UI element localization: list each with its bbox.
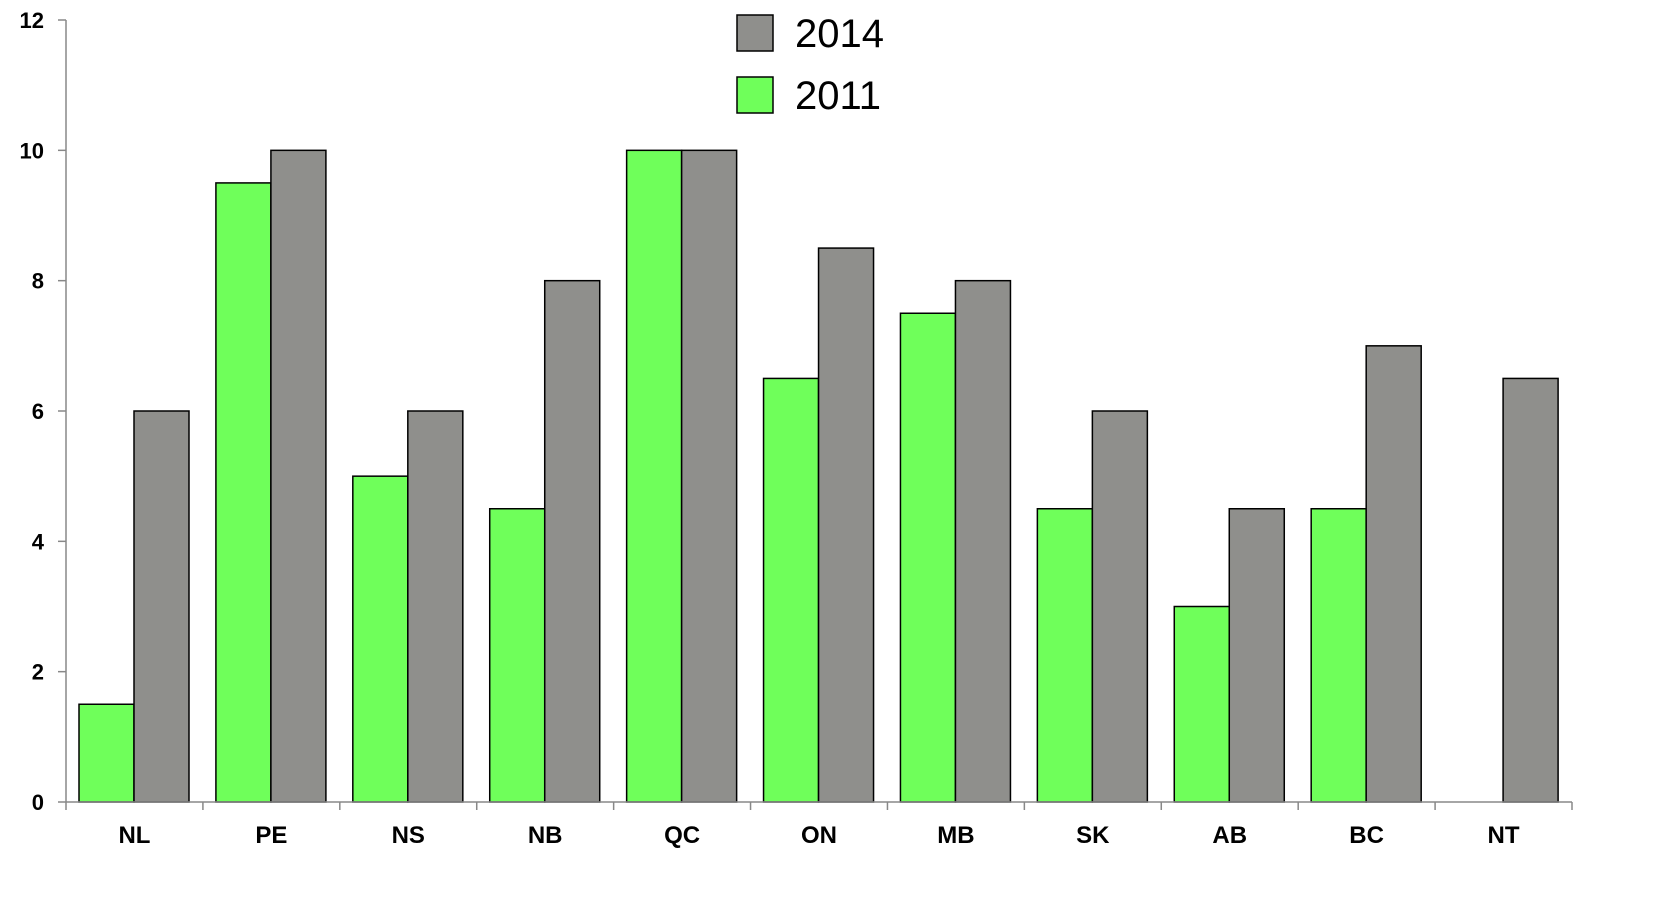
bar-2014-NB bbox=[543, 279, 601, 803]
x-tick-label: NL bbox=[118, 822, 150, 849]
bar-2014-NL bbox=[133, 410, 190, 803]
x-tick-label: AB bbox=[1212, 822, 1247, 849]
legend-swatch-2014 bbox=[736, 14, 774, 52]
bar-2014-BC bbox=[1365, 345, 1422, 803]
y-tick-label: 12 bbox=[20, 8, 44, 33]
x-tick-label: NT bbox=[1488, 822, 1520, 849]
bar-2014-NS bbox=[407, 410, 464, 803]
y-tick-label: 0 bbox=[32, 790, 44, 815]
x-tick-label: NB bbox=[528, 822, 563, 849]
bar-2011-QC bbox=[625, 149, 683, 803]
labels-layer: 0 2 4 6 8 10 12 NL PE NS NB QC ON MB SK AB BC NT bbox=[20, 8, 1520, 849]
y-tick-label: 2 bbox=[32, 660, 44, 685]
bar-2011-MB bbox=[899, 312, 957, 803]
y-tick-label: 8 bbox=[32, 269, 44, 294]
x-tick-label: SK bbox=[1076, 822, 1110, 849]
bar-2011-PE bbox=[215, 182, 272, 803]
x-tick-label: ON bbox=[801, 822, 837, 849]
y-tick-label: 4 bbox=[32, 529, 45, 554]
bars-layer bbox=[78, 149, 1559, 803]
legend: 2014 2011 bbox=[736, 12, 884, 118]
x-tick-label: QC bbox=[664, 822, 700, 849]
bar-2011-NL bbox=[78, 703, 135, 803]
axes-layer bbox=[58, 19, 1573, 810]
bar-2011-NS bbox=[352, 475, 409, 803]
x-tick-label: MB bbox=[937, 822, 974, 849]
bar-2014-PE bbox=[270, 149, 327, 803]
x-tick-label: PE bbox=[255, 822, 287, 849]
legend-label-2014: 2014 bbox=[795, 12, 884, 56]
bar-2014-AB bbox=[1228, 508, 1286, 803]
bar-2011-ON bbox=[762, 377, 820, 803]
bar-2011-AB bbox=[1173, 605, 1231, 803]
bar-2011-BC bbox=[1310, 508, 1367, 803]
legend-label-2011: 2011 bbox=[795, 74, 881, 118]
bar-2011-SK bbox=[1036, 508, 1094, 803]
bar-2011-NB bbox=[488, 508, 546, 803]
y-tick-label: 6 bbox=[32, 399, 44, 424]
bar-2014-NT bbox=[1502, 377, 1559, 803]
legend-swatch-2011 bbox=[736, 76, 774, 114]
x-tick-label: BC bbox=[1349, 822, 1384, 849]
bar-2014-MB bbox=[954, 279, 1012, 803]
bar-2014-ON bbox=[817, 247, 875, 803]
bar-2014-QC bbox=[680, 149, 738, 803]
bar-2014-SK bbox=[1091, 410, 1149, 803]
y-tick-label: 10 bbox=[20, 138, 44, 163]
x-tick-label: NS bbox=[392, 822, 425, 849]
